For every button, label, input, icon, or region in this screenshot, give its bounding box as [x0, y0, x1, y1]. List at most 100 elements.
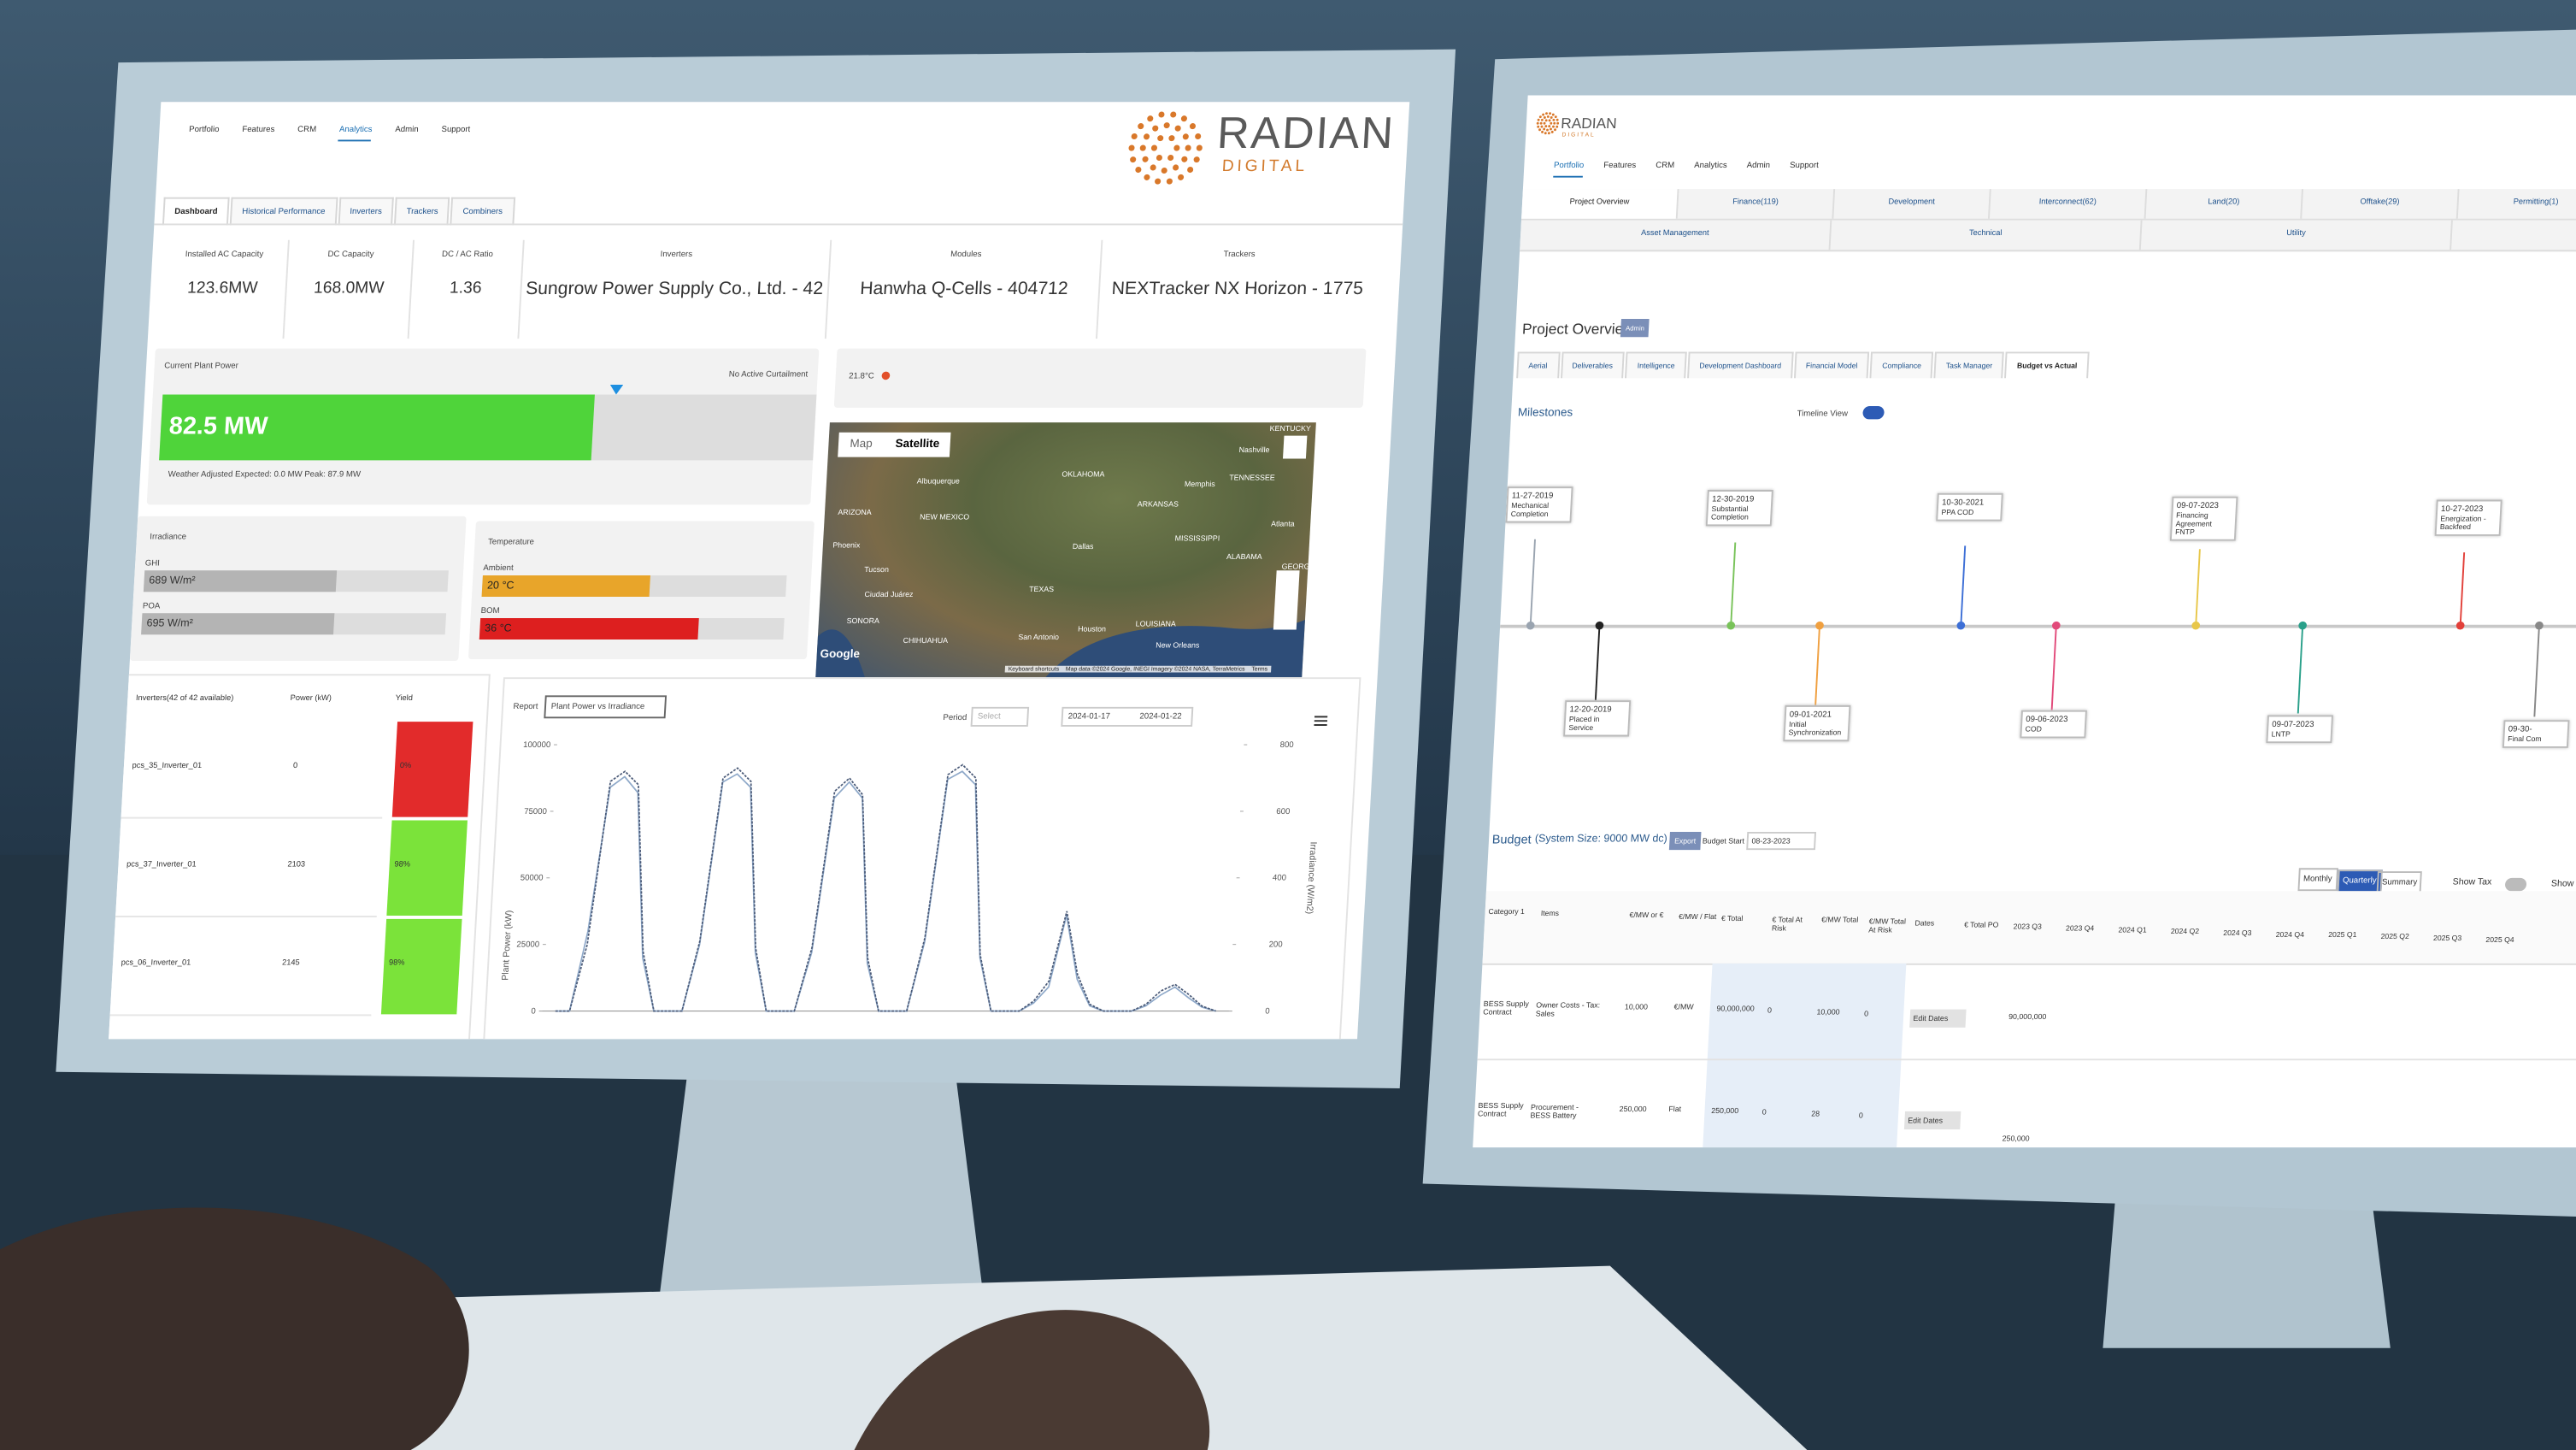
milestone-card[interactable]: 09-01-2021 Initial Synchronization	[1783, 704, 1851, 742]
milestone-card[interactable]: 10-30-2021 PPA COD	[1936, 492, 2003, 522]
show-tax-toggle[interactable]	[2504, 877, 2527, 892]
inverter-power: 0	[292, 763, 298, 771]
nav-item[interactable]: Admin	[395, 125, 419, 135]
tab[interactable]: Combiners	[450, 197, 515, 226]
nav-item[interactable]: Features	[1603, 161, 1637, 171]
gauge-track: 36 °C	[479, 618, 785, 640]
sub-tab[interactable]: Intelligence	[1625, 351, 1687, 379]
timeline-toggle[interactable]	[1862, 405, 1885, 420]
period-select[interactable]: Select	[970, 706, 1029, 727]
nav-item[interactable]: Analytics	[1693, 161, 1727, 171]
map-terms[interactable]: Terms	[1251, 665, 1268, 673]
sub-tab[interactable]: Budget vs Actual	[2004, 351, 2090, 379]
kpi-label: Inverters	[660, 250, 693, 260]
timeline-dot	[2051, 621, 2061, 630]
module-tab[interactable]: Permitting(1)	[2457, 189, 2576, 219]
y-tick-label: 75000	[524, 807, 547, 816]
nav-item[interactable]: Support	[1789, 161, 1820, 171]
report-select[interactable]: Plant Power vs Irradiance	[544, 695, 668, 719]
budget-start[interactable]: 08-23-2023	[1746, 831, 1816, 851]
sub-tab[interactable]: Aerial	[1516, 351, 1560, 379]
module-tab[interactable]: Finance(119)	[1677, 189, 1836, 219]
logo-dot	[1147, 115, 1154, 122]
milestone-card[interactable]: 10-27-2023 Energization - Backfeed	[2434, 499, 2502, 536]
milestone-card[interactable]: 11-27-2019 Mechanical Completion	[1505, 486, 1573, 523]
milestone-card[interactable]: 12-20-2019 Placed in Service	[1563, 700, 1632, 737]
inverter-name[interactable]: pcs_35_Inverter_01	[132, 763, 203, 771]
module-tabs: Project Overview Finance(119) Development I…	[1520, 189, 2576, 221]
column-header[interactable]: Power (kW)	[290, 695, 332, 704]
kpi-value: 1.36	[449, 279, 483, 298]
module-tab[interactable]: Res	[2451, 220, 2576, 251]
inverter-name[interactable]: pcs_06_Inverter_01	[121, 959, 191, 969]
map-place: Phoenix	[832, 540, 861, 550]
connector	[2459, 552, 2466, 625]
column-header[interactable]: Inverters(42 of 42 available)	[135, 695, 234, 704]
tab[interactable]: Inverters	[338, 197, 395, 226]
map[interactable]: Map Satellite KENTUCKY Nashville TENNESSEE O…	[815, 422, 1317, 678]
nav-item[interactable]: Features	[241, 125, 275, 135]
logo-dot	[1166, 178, 1173, 185]
kpi-row: Installed AC Capacity 123.6MW DC Capacity 1…	[156, 239, 1378, 339]
milestone-card[interactable]: 09-06-2023 COD	[2020, 710, 2087, 739]
fullscreen-button[interactable]	[1282, 435, 1308, 459]
module-tab[interactable]: Project Overview	[1521, 189, 1679, 219]
milestone-label: Placed in Service	[1568, 715, 1600, 732]
row-divider	[119, 816, 383, 819]
column-header[interactable]: Yield	[395, 695, 414, 704]
menu-icon[interactable]	[1314, 715, 1328, 726]
module-tab[interactable]: Offtake(29)	[2302, 189, 2460, 219]
milestone-card[interactable]: 09-07-2023 LNTP	[2266, 715, 2333, 744]
inverter-name[interactable]: pcs_37_Inverter_01	[126, 861, 197, 870]
nav-item[interactable]: Portfolio	[188, 125, 220, 135]
milestone-card[interactable]: 09-07-2023 Financing Agreement FNTP	[2169, 496, 2238, 541]
yield-value: 98%	[394, 861, 411, 870]
module-tab[interactable]: Development	[1833, 189, 1991, 219]
show-tax-label: Show Tax	[2452, 877, 2492, 888]
module-tab[interactable]: Technical	[1830, 220, 2143, 251]
tab[interactable]: Historical Performance	[229, 197, 338, 226]
map-place: MISSISSIPPI	[1174, 533, 1220, 543]
edit-dates-button[interactable]: Edit Dates	[1903, 1111, 1961, 1130]
map-shortcuts[interactable]: Keyboard shortcuts	[1008, 665, 1060, 673]
tab[interactable]: Dashboard	[162, 197, 230, 226]
column-header: Items	[1540, 909, 1560, 917]
nav-item[interactable]: Support	[441, 125, 471, 135]
module-tab[interactable]: Utility	[2140, 220, 2453, 251]
logo-dot	[1537, 118, 1540, 121]
edit-dates-button[interactable]: Edit Dates	[1909, 1010, 1967, 1029]
milestone-card[interactable]: 12-30-2019 Substantial Completion	[1705, 490, 1773, 527]
gauge-fill	[479, 618, 700, 640]
page-heading: Project Overview	[1521, 320, 1635, 338]
sub-tab[interactable]: Development Dashboard	[1687, 351, 1794, 379]
logo-dot	[1173, 164, 1179, 171]
logo-dot	[1553, 121, 1556, 125]
start-date: 2024-01-17	[1067, 711, 1111, 722]
report-label: Report	[513, 702, 538, 712]
module-tab[interactable]: Asset Management	[1520, 220, 1832, 251]
logo-dot	[1540, 125, 1544, 128]
module-tab[interactable]: Interconnect(62)	[1989, 189, 2148, 219]
tab[interactable]: Trackers	[394, 197, 451, 226]
nav-item[interactable]: Admin	[1746, 161, 1771, 171]
milestone-card[interactable]: 09-30- Final Com	[2502, 720, 2570, 748]
nav-item[interactable]: CRM	[297, 125, 317, 135]
module-tab[interactable]: Land(20)	[2145, 189, 2303, 219]
nav-item[interactable]: Analytics	[338, 125, 373, 142]
sub-tab[interactable]: Task Manager	[1933, 351, 2005, 379]
cell-rate: 250,000	[1619, 1104, 1647, 1113]
map-place: Tucson	[863, 565, 890, 575]
sub-tab[interactable]: Financial Model	[1793, 351, 1870, 379]
row-divider	[1477, 1058, 2576, 1061]
zoom-controls[interactable]	[1273, 570, 1300, 630]
timeline-dot	[2534, 621, 2544, 630]
sub-tab[interactable]: Compliance	[1870, 351, 1934, 379]
date-range[interactable]: 2024-01-17 2024-01-22	[1061, 706, 1194, 727]
sub-tab[interactable]: Deliverables	[1560, 351, 1626, 379]
view-toggle[interactable]: Monthly	[2297, 868, 2338, 892]
view-toggle[interactable]: Quarterly	[2337, 869, 2382, 893]
nav-item[interactable]: Portfolio	[1553, 161, 1585, 178]
export-button[interactable]: Export	[1668, 831, 1702, 851]
y2-tick-label: 0	[1265, 1006, 1270, 1016]
nav-item[interactable]: CRM	[1655, 161, 1675, 171]
